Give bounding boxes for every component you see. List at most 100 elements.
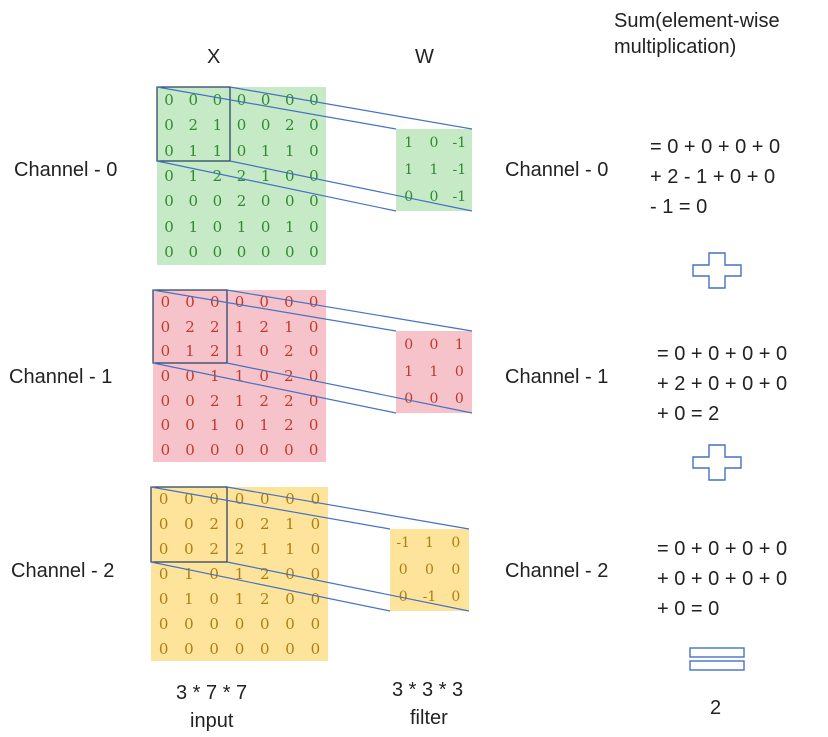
filter-cell: 0 bbox=[429, 134, 439, 151]
input-cell: 0 bbox=[236, 141, 247, 160]
input-cell: 1 bbox=[212, 141, 223, 160]
final-result: 2 bbox=[710, 697, 722, 719]
input-cell: 0 bbox=[260, 116, 271, 135]
input-cell: 2 bbox=[260, 589, 270, 608]
input-cell: 1 bbox=[210, 416, 220, 435]
channel-0-connector-bottom-left bbox=[156, 160, 397, 212]
input-cell: 1 bbox=[188, 217, 198, 236]
input-cell: 0 bbox=[310, 515, 321, 534]
input-cell: 2 bbox=[259, 391, 269, 410]
input-cell: 0 bbox=[209, 614, 219, 633]
input-cell: 0 bbox=[260, 90, 271, 109]
input-cell: 0 bbox=[259, 342, 269, 361]
plus-sign-icon bbox=[692, 444, 742, 481]
filter-cell: 1 bbox=[425, 534, 434, 551]
channel-2-connector-bottom-right bbox=[226, 561, 470, 612]
input-cell: 0 bbox=[284, 440, 294, 459]
sum-line: + 2 + 0 + 0 + 0 bbox=[657, 373, 788, 395]
input-cell: 0 bbox=[309, 141, 319, 160]
input-cell: 0 bbox=[308, 440, 319, 459]
channel-1-input-label: Channel - 1 bbox=[9, 366, 113, 388]
filter-caption: filter bbox=[410, 707, 448, 729]
channel-0-filter-label: Channel - 0 bbox=[505, 159, 609, 181]
filter-cell: -1 bbox=[452, 189, 467, 206]
input-cell: 2 bbox=[209, 515, 219, 534]
input-cell: 1 bbox=[259, 416, 269, 435]
input-cell: 0 bbox=[158, 614, 169, 633]
filter-header: W bbox=[415, 46, 434, 68]
input-cell: 0 bbox=[310, 639, 321, 658]
equals-sign-icon bbox=[689, 660, 745, 671]
input-cell: 0 bbox=[160, 366, 171, 385]
input-cell: 0 bbox=[259, 366, 269, 385]
input-cell: 0 bbox=[160, 342, 171, 361]
input-cell: 0 bbox=[164, 243, 174, 262]
filter-cell: 0 bbox=[454, 391, 464, 408]
filter-dimensions: 3 * 3 * 3 bbox=[392, 679, 464, 701]
input-cell: 0 bbox=[260, 217, 271, 236]
input-cell: 0 bbox=[234, 490, 245, 509]
input-cell: 0 bbox=[284, 293, 294, 312]
channel-2-connector-bottom-left bbox=[150, 561, 391, 612]
input-cell: 0 bbox=[234, 639, 245, 658]
input-cell: 0 bbox=[308, 416, 319, 435]
input-cell: 1 bbox=[185, 342, 195, 361]
input-cell: 1 bbox=[184, 564, 194, 583]
equals-sign-icon bbox=[689, 647, 745, 658]
filter-cell: 0 bbox=[451, 589, 461, 606]
input-cell: 0 bbox=[308, 366, 319, 385]
input-cell: 0 bbox=[212, 243, 223, 262]
input-cell: 0 bbox=[309, 166, 319, 185]
filter-cell: 0 bbox=[454, 363, 464, 380]
input-cell: 0 bbox=[210, 293, 220, 312]
input-cell: 0 bbox=[236, 116, 247, 135]
channel-0-sum: = 0 + 0 + 0 + 0 + 2 - 1 + 0 + 0 - 1 = 0 bbox=[650, 132, 780, 222]
input-cell: 0 bbox=[188, 90, 198, 109]
channel-2-connector-top-right bbox=[226, 486, 470, 530]
filter-cell: 0 bbox=[451, 534, 461, 551]
filter-cell: 0 bbox=[404, 391, 414, 408]
channel-2-connector-top-left bbox=[150, 486, 391, 530]
input-cell: 0 bbox=[234, 515, 245, 534]
channel-0-connector-top-right bbox=[229, 86, 473, 130]
input-cell: 0 bbox=[160, 293, 171, 312]
input-cell: 0 bbox=[309, 243, 319, 262]
input-cell: 0 bbox=[285, 192, 295, 211]
filter-cell: 1 bbox=[454, 336, 464, 353]
channel-2-window-box bbox=[150, 486, 228, 563]
input-cell: 0 bbox=[164, 192, 174, 211]
input-cell: 0 bbox=[185, 416, 195, 435]
channel-1-connector-bottom-left bbox=[152, 362, 397, 414]
input-cell: 0 bbox=[160, 391, 171, 410]
input-cell: 0 bbox=[308, 293, 319, 312]
input-cell: 1 bbox=[234, 391, 245, 410]
input-cell: 0 bbox=[285, 589, 295, 608]
channel-1-connector-bottom-right bbox=[226, 362, 473, 414]
input-cell: 0 bbox=[234, 614, 245, 633]
input-cell: 0 bbox=[164, 141, 174, 160]
input-cell: 0 bbox=[285, 243, 295, 262]
sum-line: + 0 = 2 bbox=[657, 403, 720, 425]
filter-cell: -1 bbox=[452, 161, 467, 178]
input-cell: 2 bbox=[210, 342, 220, 361]
input-cell: 0 bbox=[164, 217, 174, 236]
filter-cell: 1 bbox=[404, 134, 414, 151]
input-cell: 0 bbox=[158, 540, 169, 559]
input-cell: 0 bbox=[236, 90, 247, 109]
input-cell: 0 bbox=[285, 166, 295, 185]
input-cell: 1 bbox=[234, 366, 245, 385]
input-cell: 0 bbox=[160, 440, 171, 459]
input-cell: 0 bbox=[309, 192, 319, 211]
input-cell: 0 bbox=[210, 440, 220, 459]
input-cell: 2 bbox=[285, 116, 295, 135]
input-cell: 0 bbox=[285, 90, 295, 109]
input-cell: 2 bbox=[212, 166, 223, 185]
input-cell: 0 bbox=[164, 166, 174, 185]
input-cell: 0 bbox=[285, 614, 295, 633]
channel-2-sum: = 0 + 0 + 0 + 0 + 0 + 0 + 0 + 0 + 0 = 0 bbox=[657, 534, 787, 624]
input-cell: 0 bbox=[309, 90, 319, 109]
input-cell: 0 bbox=[234, 293, 245, 312]
